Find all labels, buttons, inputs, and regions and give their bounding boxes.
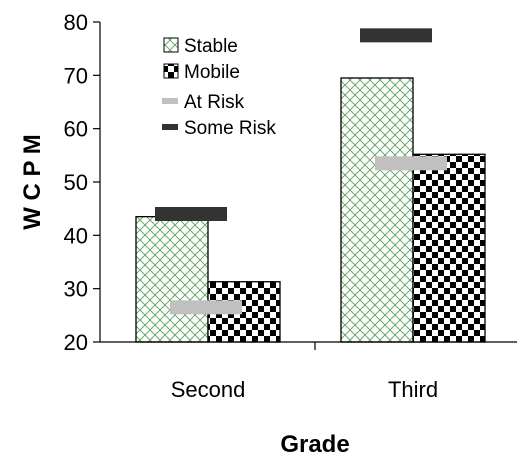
- x-axis-title: Grade: [280, 431, 349, 458]
- bar-stable-second: [135, 216, 209, 343]
- y-ticks: 20 30 40 50 60 70 80: [64, 10, 100, 355]
- marker-some-risk-second: [155, 207, 227, 221]
- y-tick-label: 30: [64, 277, 88, 302]
- y-tick-label: 20: [64, 330, 88, 355]
- marker-at-risk-third: [375, 156, 447, 171]
- bar-stable-third: [340, 77, 414, 343]
- legend-swatch: [162, 124, 178, 130]
- legend-label: At Risk: [184, 92, 245, 113]
- legend-label: Some Risk: [184, 118, 276, 139]
- markers-layer: [155, 28, 447, 315]
- y-tick-label: 50: [64, 170, 88, 195]
- legend-label: Stable: [184, 36, 238, 57]
- legend-swatch: [163, 63, 179, 79]
- x-tick-label: Third: [388, 377, 438, 402]
- y-tick-label: 80: [64, 10, 88, 35]
- y-tick-label: 70: [64, 63, 88, 88]
- y-tick-label: 60: [64, 117, 88, 142]
- y-axis-title: W C P M: [19, 134, 46, 230]
- legend-swatch: [162, 98, 178, 104]
- marker-some-risk-third: [360, 28, 432, 43]
- legend-swatch: [163, 37, 179, 53]
- x-ticks: Second Third: [171, 342, 438, 402]
- y-tick-label: 40: [64, 223, 88, 248]
- bar-mobile-third: [412, 153, 486, 343]
- legend-label: Mobile: [184, 62, 240, 83]
- bars-layer: [135, 77, 486, 343]
- marker-at-risk-second: [170, 300, 242, 315]
- x-tick-label: Second: [171, 377, 246, 402]
- legend: Stable Mobile At Risk Some Risk: [162, 36, 276, 139]
